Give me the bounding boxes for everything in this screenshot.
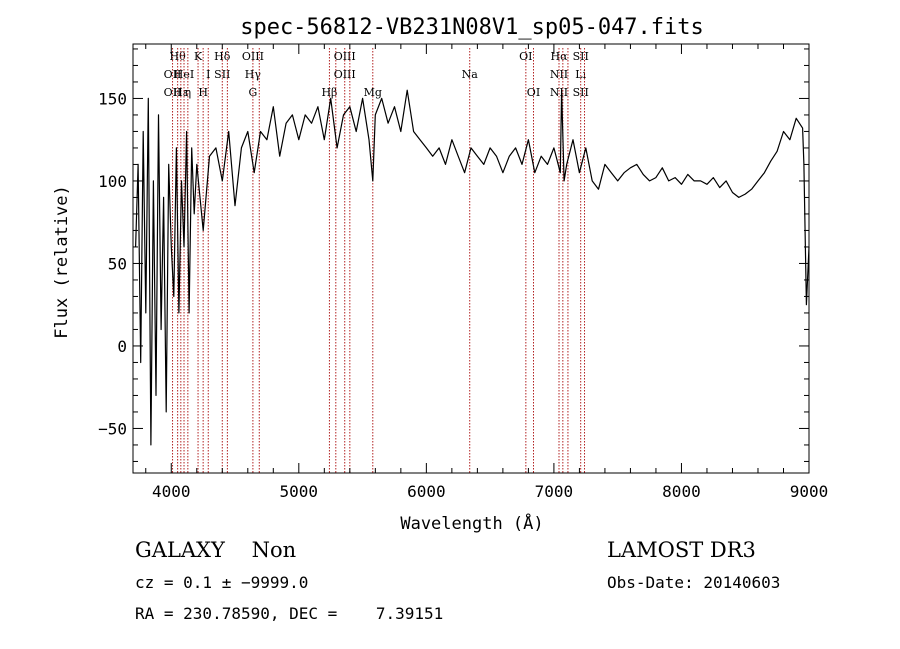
line-marker-label: Hα <box>550 50 568 63</box>
line-marker-label: OIII <box>334 68 356 81</box>
x-tick-label: 7000 <box>535 482 574 501</box>
y-tick-label: 100 <box>98 172 127 191</box>
line-marker-label: SII <box>214 68 230 81</box>
line-marker-label: SII <box>573 50 589 63</box>
series-flux <box>135 89 810 446</box>
line-marker-label: OI <box>519 50 532 63</box>
coordinates-label: RA = 230.78590, DEC = 7.39151 <box>135 604 444 623</box>
x-tick-label: 6000 <box>407 482 446 501</box>
line-marker-label: G <box>248 86 257 99</box>
line-marker-label: Li <box>575 68 586 81</box>
plot-frame <box>132 43 810 474</box>
line-marker-label: NII <box>550 68 568 81</box>
line-marker-label: OIII <box>334 50 356 63</box>
line-marker-layer: OII OII Hθ Hε HeI η K HI Hδ SII OIII Hγ G Hβ OIII OIII M… <box>164 48 589 473</box>
classification-label: GALAXY Non <box>135 538 297 562</box>
y-tick-label: 50 <box>108 254 127 273</box>
line-marker-label: Na <box>462 68 479 81</box>
axis-layer: 4000 5000 6000 7000 8000 9000 −50 0 50 100 150 <box>98 44 828 501</box>
obs-date-label: Obs-Date: 20140603 <box>607 573 781 592</box>
survey-label: LAMOST DR3 <box>607 538 756 562</box>
line-marker-label: OII <box>164 68 182 81</box>
y-axis-label: Flux (relative) <box>52 185 72 339</box>
line-marker-label: η <box>185 86 192 99</box>
y-tick-label: −50 <box>98 419 127 438</box>
chart-title: spec-56812-VB231N08V1_sp05-047.fits <box>240 15 704 40</box>
line-marker-label: Hθ <box>170 50 187 63</box>
y-tick-label: 0 <box>117 337 127 356</box>
line-marker-label: Hβ <box>321 86 337 99</box>
x-tick-label: 4000 <box>152 482 191 501</box>
line-marker-label: Mg <box>364 86 382 99</box>
line-marker-label: SII <box>573 86 589 99</box>
line-marker-label: HeI <box>174 68 194 81</box>
line-marker-label: Hε <box>173 86 189 99</box>
line-marker-label: OI <box>527 86 540 99</box>
x-axis-label: Wavelength (Å) <box>400 512 543 534</box>
x-tick-label: 5000 <box>280 482 319 501</box>
redshift-label: cz = 0.1 ± −9999.0 <box>135 573 309 592</box>
spectrum-layer <box>135 89 810 446</box>
x-tick-label: 8000 <box>662 482 701 501</box>
x-tick-label: 9000 <box>790 482 829 501</box>
line-marker-label: Hδ <box>214 50 231 63</box>
y-tick-label: 150 <box>98 89 127 108</box>
line-marker-label: OII <box>164 86 182 99</box>
line-marker-label: Hγ <box>245 68 262 81</box>
line-marker-label: K <box>194 50 203 63</box>
line-marker-label: H <box>198 86 208 99</box>
line-marker-label: NII <box>550 86 568 99</box>
line-marker-label: I <box>206 68 210 81</box>
line-marker-label: OIII <box>242 50 264 63</box>
